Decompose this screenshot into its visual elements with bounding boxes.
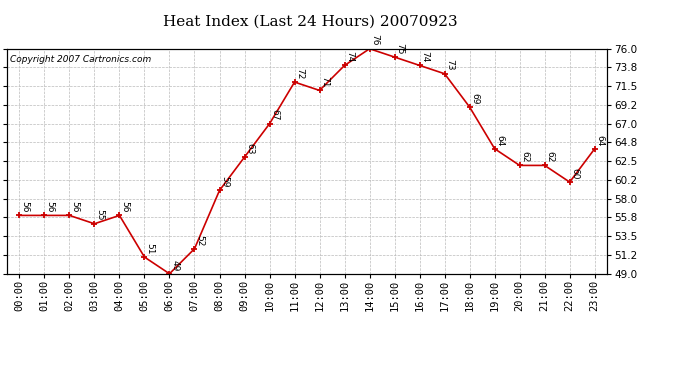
Text: 59: 59 <box>221 176 230 188</box>
Text: 74: 74 <box>421 51 430 63</box>
Text: 76: 76 <box>371 34 380 46</box>
Text: 60: 60 <box>571 168 580 179</box>
Text: 72: 72 <box>295 68 304 79</box>
Text: 67: 67 <box>270 110 279 121</box>
Text: 75: 75 <box>395 43 404 54</box>
Text: 56: 56 <box>21 201 30 213</box>
Text: Copyright 2007 Cartronics.com: Copyright 2007 Cartronics.com <box>10 56 151 64</box>
Text: 52: 52 <box>195 235 204 246</box>
Text: 62: 62 <box>546 151 555 163</box>
Text: 73: 73 <box>446 60 455 71</box>
Text: 69: 69 <box>471 93 480 104</box>
Text: 63: 63 <box>246 143 255 154</box>
Text: 62: 62 <box>521 151 530 163</box>
Text: 51: 51 <box>146 243 155 254</box>
Text: 64: 64 <box>595 135 604 146</box>
Text: 56: 56 <box>70 201 79 213</box>
Text: 56: 56 <box>121 201 130 213</box>
Text: 56: 56 <box>46 201 55 213</box>
Text: 49: 49 <box>170 260 179 271</box>
Text: Heat Index (Last 24 Hours) 20070923: Heat Index (Last 24 Hours) 20070923 <box>164 15 457 29</box>
Text: 74: 74 <box>346 51 355 63</box>
Text: 64: 64 <box>495 135 504 146</box>
Text: 55: 55 <box>95 210 104 221</box>
Text: 71: 71 <box>321 76 330 88</box>
